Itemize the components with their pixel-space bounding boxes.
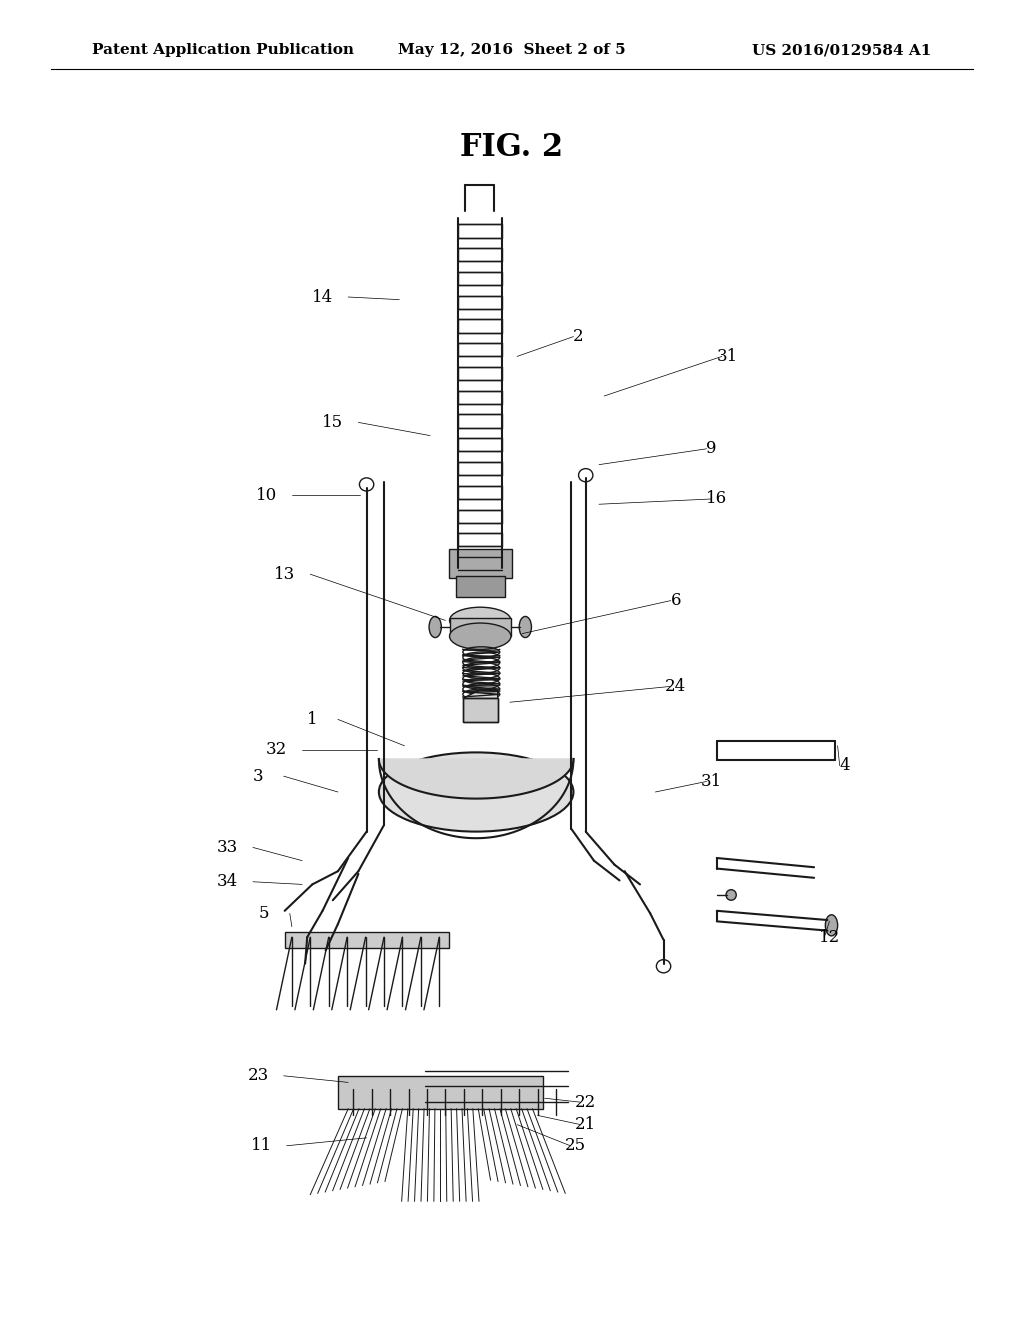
Text: 13: 13: [274, 566, 295, 582]
Ellipse shape: [450, 623, 511, 649]
Text: 4: 4: [840, 758, 850, 774]
Bar: [450, 618, 511, 636]
Bar: [463, 698, 498, 722]
Ellipse shape: [450, 607, 511, 634]
Bar: [458, 533, 502, 546]
Bar: [285, 932, 449, 948]
Bar: [458, 272, 502, 285]
Text: 31: 31: [701, 774, 722, 789]
Polygon shape: [463, 690, 498, 698]
Bar: [458, 414, 502, 428]
Text: 3: 3: [253, 768, 263, 784]
Bar: [458, 296, 502, 309]
Bar: [458, 367, 502, 380]
Bar: [458, 391, 502, 404]
Bar: [458, 557, 502, 570]
Text: 10: 10: [256, 487, 276, 503]
Ellipse shape: [519, 616, 531, 638]
Bar: [338, 1076, 543, 1109]
Bar: [458, 486, 502, 499]
Bar: [458, 438, 502, 451]
Text: 31: 31: [717, 348, 737, 364]
Text: 15: 15: [323, 414, 343, 430]
Bar: [449, 549, 512, 578]
Text: 5: 5: [259, 906, 269, 921]
Text: 11: 11: [251, 1138, 271, 1154]
Text: FIG. 2: FIG. 2: [461, 132, 563, 164]
Bar: [458, 248, 502, 261]
Bar: [458, 462, 502, 475]
Text: 16: 16: [707, 491, 727, 507]
Polygon shape: [379, 759, 573, 799]
Ellipse shape: [429, 616, 441, 638]
Ellipse shape: [825, 915, 838, 936]
Text: 34: 34: [217, 874, 238, 890]
Text: US 2016/0129584 A1: US 2016/0129584 A1: [753, 44, 932, 57]
Bar: [458, 224, 502, 238]
Bar: [456, 576, 505, 597]
Text: 24: 24: [666, 678, 686, 694]
Text: Patent Application Publication: Patent Application Publication: [92, 44, 354, 57]
Bar: [458, 319, 502, 333]
Text: May 12, 2016  Sheet 2 of 5: May 12, 2016 Sheet 2 of 5: [398, 44, 626, 57]
Bar: [458, 343, 502, 356]
Text: 6: 6: [671, 593, 681, 609]
Text: 2: 2: [573, 329, 584, 345]
Text: 22: 22: [575, 1094, 596, 1110]
Bar: [463, 698, 498, 722]
Text: 32: 32: [266, 742, 287, 758]
Text: 14: 14: [312, 289, 333, 305]
Text: 25: 25: [565, 1138, 586, 1154]
Text: 33: 33: [217, 840, 238, 855]
Ellipse shape: [726, 890, 736, 900]
Text: 1: 1: [307, 711, 317, 727]
Text: 9: 9: [707, 441, 717, 457]
Ellipse shape: [379, 752, 573, 832]
Text: 21: 21: [575, 1117, 596, 1133]
Bar: [458, 510, 502, 523]
Text: 23: 23: [248, 1068, 268, 1084]
Text: 12: 12: [819, 929, 840, 945]
